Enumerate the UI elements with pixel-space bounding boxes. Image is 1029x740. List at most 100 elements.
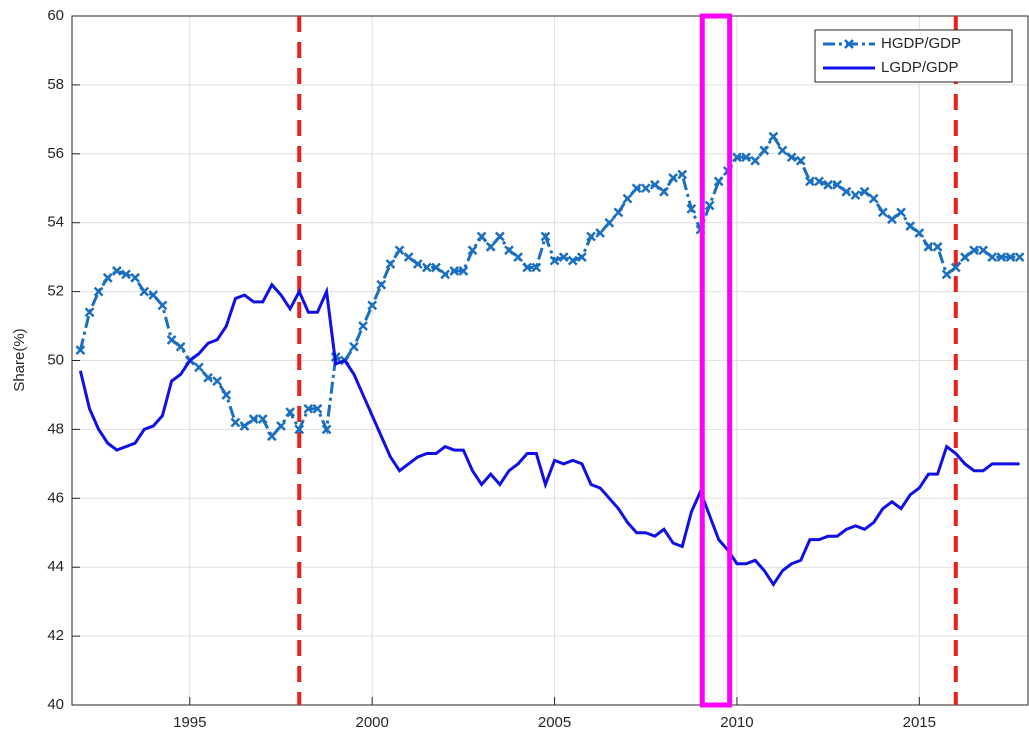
- data-point: [631, 183, 642, 194]
- x-tick-label: 2010: [720, 714, 753, 731]
- y-tick-label: 54: [47, 214, 64, 231]
- data-point: [476, 231, 487, 242]
- data-point: [941, 269, 952, 280]
- data-point: [887, 214, 897, 225]
- data-point: [513, 252, 523, 263]
- data-point: [850, 190, 861, 201]
- data-point: [649, 179, 660, 190]
- data-point: [276, 421, 286, 431]
- legend-label: HGDP/GDP: [881, 35, 961, 52]
- data-point: [640, 183, 651, 194]
- data-point: [93, 286, 104, 297]
- data-point: [586, 231, 596, 242]
- data-point: [485, 241, 496, 252]
- data-point: [212, 376, 223, 387]
- data-point: [823, 179, 834, 190]
- data-point: [358, 321, 368, 331]
- data-point: [604, 217, 615, 228]
- data-point: [367, 300, 378, 311]
- data-point: [221, 390, 232, 400]
- data-point: [868, 193, 879, 204]
- y-tick-label: 52: [47, 283, 64, 300]
- data-point: [504, 245, 514, 256]
- data-point: [321, 424, 332, 435]
- data-point: [121, 269, 131, 280]
- highlight-box: [699, 13, 733, 708]
- legend-box: [814, 29, 1013, 83]
- data-point: [449, 266, 460, 276]
- data-point: [768, 131, 779, 142]
- y-tick-label: 60: [47, 7, 64, 24]
- data-point: [84, 307, 95, 318]
- data-point: [139, 286, 150, 297]
- x-tick-label: 2005: [538, 714, 571, 731]
- data-point: [795, 155, 806, 166]
- data-point: [540, 231, 551, 242]
- data-point: [248, 414, 259, 424]
- x-tick-label: 2000: [355, 714, 388, 731]
- data-point: [759, 145, 770, 156]
- data-point: [987, 252, 998, 263]
- data-point: [668, 173, 678, 183]
- data-point: [622, 193, 633, 204]
- data-point: [431, 262, 441, 273]
- data-point: [257, 414, 268, 424]
- data-point: [148, 290, 159, 300]
- data-point: [905, 221, 916, 232]
- x-tick-label: 1995: [173, 714, 206, 731]
- legend-label: LGDP/GDP: [881, 59, 959, 76]
- data-point: [203, 372, 213, 383]
- y-tick-label: 56: [47, 145, 64, 162]
- data-point: [950, 262, 961, 273]
- data-point: [175, 341, 186, 352]
- data-point: [440, 269, 451, 280]
- y-tick-label: 50: [47, 351, 64, 368]
- data-point: [896, 207, 906, 218]
- data-point: [841, 186, 852, 197]
- data-point: [349, 341, 359, 352]
- data-point: [859, 186, 870, 197]
- x-tick-label: 2015: [903, 714, 936, 731]
- y-tick-label: 44: [47, 558, 64, 575]
- data-point: [677, 169, 688, 180]
- data-point: [978, 245, 989, 256]
- data-point: [376, 279, 387, 290]
- data-point: [458, 266, 469, 276]
- data-point: [303, 403, 314, 414]
- data-point: [932, 241, 943, 252]
- data-point: [814, 176, 824, 187]
- data-point: [522, 262, 533, 273]
- data-point: [750, 155, 761, 166]
- data-point: [996, 252, 1007, 263]
- data-point: [595, 228, 606, 238]
- data-point: [102, 272, 113, 283]
- data-point: [741, 152, 751, 163]
- data-point: [713, 176, 724, 187]
- data-point: [111, 266, 122, 276]
- data-point: [659, 186, 669, 197]
- data-point: [294, 424, 305, 435]
- y-tick-label: 46: [47, 489, 64, 506]
- data-point: [686, 204, 697, 214]
- data-point: [403, 252, 414, 263]
- data-point: [732, 152, 742, 163]
- y-axis-label: Share(%): [11, 328, 28, 391]
- data-point: [969, 245, 979, 256]
- data-point: [312, 403, 323, 414]
- data-point: [786, 152, 797, 163]
- data-point: [567, 255, 578, 266]
- y-tick-label: 58: [47, 76, 64, 93]
- data-point: [914, 228, 925, 238]
- data-point: [832, 179, 843, 190]
- data-point: [266, 431, 277, 442]
- data-point: [230, 417, 241, 428]
- data-point: [549, 255, 560, 266]
- data-point: [239, 421, 250, 431]
- data-point: [923, 241, 934, 252]
- data-point: [157, 300, 168, 311]
- data-point: [777, 145, 788, 156]
- data-point: [558, 252, 569, 263]
- y-tick-label: 40: [47, 696, 64, 713]
- data-point: [1014, 252, 1025, 263]
